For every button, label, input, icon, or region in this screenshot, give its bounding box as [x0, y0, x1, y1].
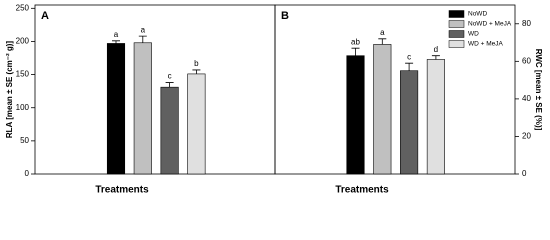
- significance-letter: c: [168, 72, 172, 81]
- y-tick-label: 100: [16, 103, 30, 112]
- y-tick-label: 150: [16, 70, 30, 79]
- legend-swatch: [448, 20, 465, 28]
- bar: [400, 70, 419, 175]
- y-tick-label: 200: [16, 37, 30, 46]
- bar: [106, 43, 126, 175]
- bar: [160, 86, 179, 175]
- y-tick-label: 0: [25, 169, 30, 178]
- bar: [187, 73, 206, 175]
- panel-frame: [274, 4, 516, 175]
- legend-label: NoWD: [468, 11, 487, 18]
- y-tick-label: 60: [522, 56, 531, 65]
- y-tick-label: 80: [522, 19, 531, 28]
- significance-letter: d: [434, 45, 438, 54]
- panel-frame: [34, 4, 276, 175]
- error-bar: [405, 62, 414, 71]
- x-axis-label: Treatments: [335, 185, 389, 196]
- y-axis-label: RLA [mean ± SE (cm⁻² g)]: [5, 41, 14, 139]
- bar: [133, 42, 152, 175]
- x-axis-label: Treatments: [95, 185, 149, 196]
- bar: [426, 59, 445, 175]
- error-bar: [138, 35, 147, 43]
- y-tick-label: 0: [522, 169, 527, 178]
- error-bar: [351, 47, 360, 56]
- legend-label: NoWD + MeJA: [468, 21, 512, 28]
- y-tick-label: 250: [16, 3, 30, 12]
- panel-label: B: [281, 10, 289, 22]
- panel-label: A: [41, 10, 49, 22]
- error-bar: [112, 40, 120, 44]
- significance-letter: a: [141, 25, 146, 34]
- error-bar: [378, 38, 387, 45]
- legend-swatch: [448, 40, 465, 48]
- significance-letter: a: [114, 30, 119, 39]
- significance-letter: ab: [351, 37, 360, 46]
- y-tick-label: 40: [522, 94, 531, 103]
- bar: [346, 55, 365, 175]
- legend-swatch: [448, 30, 465, 38]
- significance-letter: c: [407, 52, 411, 61]
- significance-letter: a: [380, 28, 385, 37]
- significance-letter: b: [194, 59, 199, 68]
- legend-label: WD + MeJA: [468, 41, 504, 48]
- legend-swatch: [448, 10, 465, 18]
- y-tick-label: 20: [522, 132, 531, 141]
- y-tick-label: 50: [20, 136, 29, 145]
- error-bar: [192, 69, 201, 74]
- error-bar: [165, 82, 174, 88]
- legend-label: WD: [468, 31, 479, 38]
- y-axis-label: RWC [mean ± SE (%)]: [534, 49, 543, 131]
- error-bar: [431, 55, 440, 60]
- bar: [373, 44, 392, 175]
